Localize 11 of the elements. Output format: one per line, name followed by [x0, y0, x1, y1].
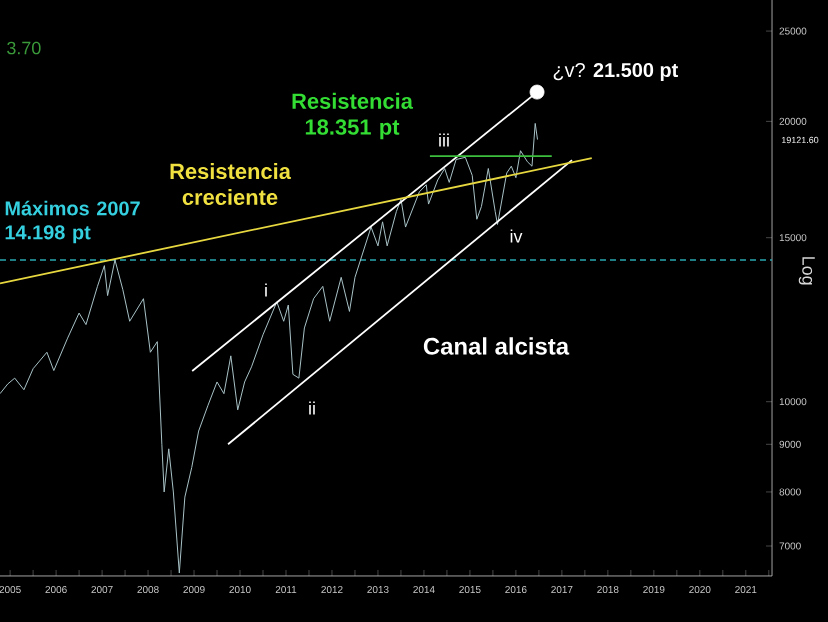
annotation: Resistencia creciente [170, 163, 292, 205]
annotation: i [265, 283, 267, 297]
annotation: iv [510, 229, 523, 243]
y-axis-title: Log [798, 257, 815, 285]
annotation: Resistencia 18.351 pt [292, 92, 414, 140]
annotation: 3.70 [7, 41, 41, 55]
annotation: iii [439, 133, 449, 147]
annotation: Máximos 2007 14.198 pt [5, 200, 140, 244]
annotation: ¿v? 21.500 pt [553, 62, 679, 82]
annotation: Canal alcista [423, 337, 570, 355]
annotation: ii [309, 401, 315, 415]
